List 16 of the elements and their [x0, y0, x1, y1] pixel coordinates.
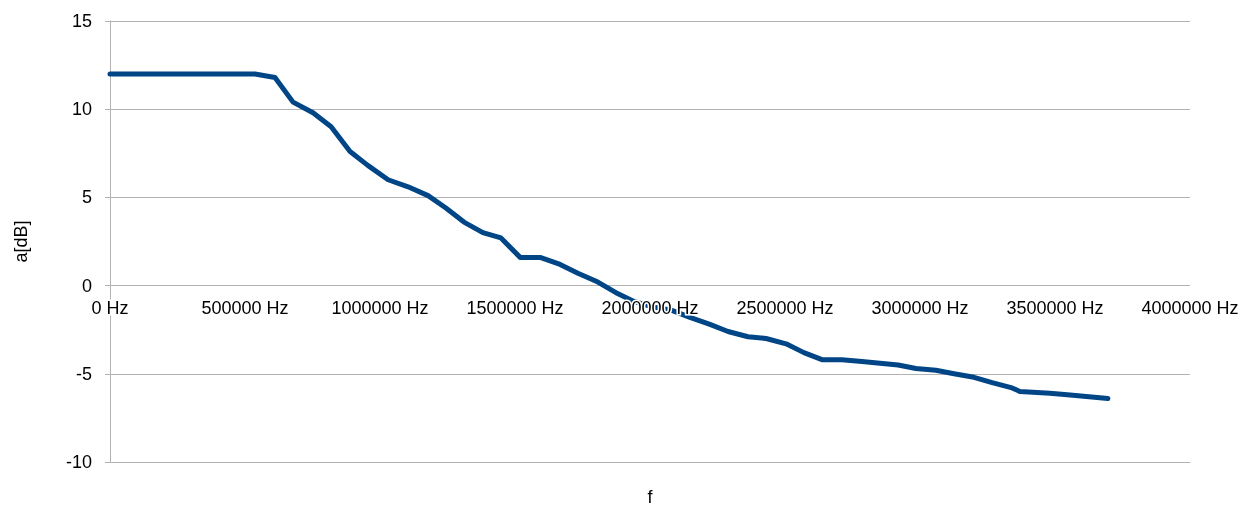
x-tick-label: 1500000 Hz: [466, 297, 564, 318]
y-tick-label: 5: [81, 187, 92, 208]
y-tick-label: 15: [71, 11, 92, 31]
y-tick-label: 10: [71, 99, 92, 120]
x-tick-label: 500000 Hz: [201, 297, 289, 318]
x-tick-label: 0 Hz: [91, 297, 129, 318]
x-tick-label: 3000000 Hz: [871, 297, 969, 318]
y-tick-label: -10: [65, 452, 92, 472]
x-tick-label: 4000000 Hz: [1141, 297, 1239, 318]
y-axis-title: a[dB]: [11, 220, 31, 263]
x-tick-label: 3500000 Hz: [1006, 297, 1104, 318]
x-axis-title: f: [647, 487, 654, 507]
y-tick-label: 0: [81, 275, 92, 296]
y-tick-label: -5: [75, 363, 92, 384]
x-tick-label: 2500000 Hz: [736, 297, 834, 318]
x-tick-label: 1000000 Hz: [331, 297, 429, 318]
